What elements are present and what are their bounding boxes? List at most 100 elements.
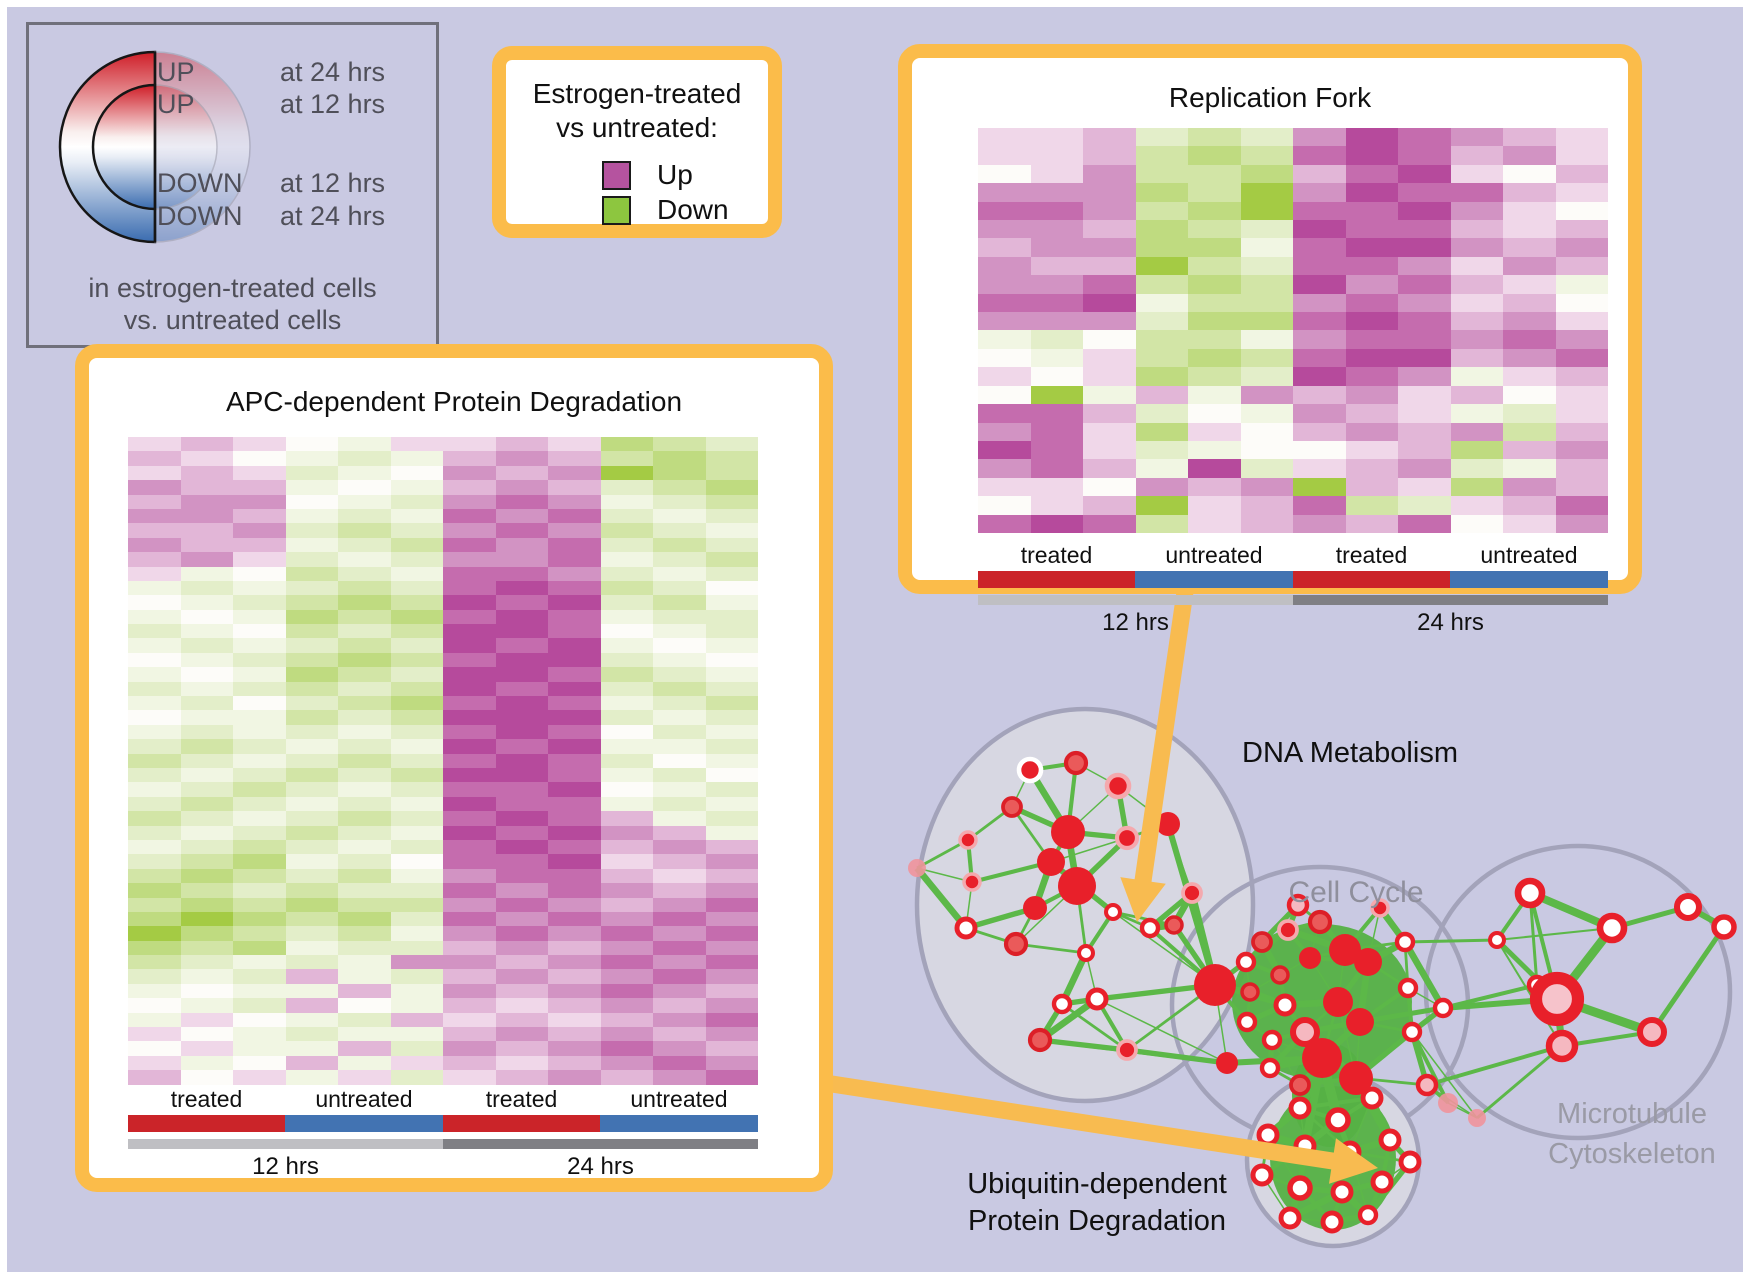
heatmap-cell: [233, 897, 286, 912]
heatmap-cell: [1345, 459, 1398, 478]
heatmap-cell: [600, 883, 653, 898]
heatmap-cell: [180, 983, 233, 999]
heatmap-cell: [600, 681, 653, 697]
heatmap-cell: [978, 514, 1031, 533]
heatmap-cell: [495, 926, 548, 941]
heatmap-cell: [1555, 275, 1608, 294]
heatmap-cell: [233, 839, 286, 855]
heatmap-cell: [653, 437, 706, 452]
network-node-c14: [1323, 987, 1353, 1017]
heatmap-cell: [548, 724, 601, 740]
heatmap-cell: [1188, 128, 1241, 147]
heatmap-cell: [600, 911, 653, 927]
heatmap-cell: [443, 1027, 496, 1042]
network-node-u7: [1378, 1128, 1402, 1152]
heatmap-cell: [978, 220, 1031, 239]
heatmap-cell: [600, 724, 653, 740]
heatmap-cell: [1450, 201, 1503, 221]
heatmap-cell: [338, 494, 391, 509]
network-node-d15: [1003, 931, 1029, 957]
heatmap-cell: [1083, 238, 1136, 257]
heatmap-cell: [233, 451, 286, 466]
heatmap-cell: [978, 201, 1031, 221]
heatmap-cell: [390, 868, 443, 884]
heatmap-cell: [653, 983, 706, 999]
heatmap-cell: [1083, 275, 1136, 294]
heatmap-cell: [128, 595, 181, 610]
heatmap-cell: [705, 753, 758, 768]
heatmap-cell: [1188, 514, 1241, 533]
heatmap-cell: [285, 911, 338, 927]
heatmap-cell: [233, 969, 286, 984]
heatmap-cell: [1135, 477, 1188, 497]
heatmap-cell: [180, 451, 233, 466]
heatmap-cell: [233, 940, 286, 956]
heatmap-cell: [1030, 238, 1083, 257]
heatmap-cell: [1135, 201, 1188, 221]
heatmap-cell: [390, 609, 443, 625]
heatmap-cell: [1083, 385, 1136, 405]
heatmap-cell: [1135, 183, 1188, 202]
heatmap-cell: [285, 854, 338, 869]
heatmap-cell: [653, 825, 706, 840]
heatmap-cell: [128, 926, 181, 941]
heatmap-cell: [653, 494, 706, 509]
heatmap-cell: [600, 969, 653, 984]
heatmap-cell: [548, 897, 601, 912]
heatmap-cell: [1240, 477, 1293, 497]
heatmap-cell: [705, 782, 758, 797]
heatmap-cell: [285, 782, 338, 797]
heatmap-cell: [653, 652, 706, 668]
heatmap-cell: [653, 667, 706, 682]
heatmap-cell: [600, 926, 653, 941]
replication-fork-panel: Replication Fork treated untreated treat…: [898, 44, 1642, 636]
heatmap-cell: [180, 1012, 233, 1028]
heatmap-cell: [1503, 385, 1556, 405]
heatmap-cell: [338, 552, 391, 567]
heatmap-cell: [285, 969, 338, 984]
cluster-label-cell-cycle: Cell Cycle: [1288, 876, 1424, 909]
heatmap-cell: [233, 883, 286, 898]
heatmap-cell: [548, 753, 601, 768]
network-node-c18: [1289, 1074, 1311, 1096]
heatmap-cell: [233, 552, 286, 567]
heatmap-cell: [180, 998, 233, 1013]
heatmap-cell: [443, 926, 496, 941]
heatmap-cell: [1293, 367, 1346, 386]
heatmap-cell: [600, 825, 653, 840]
heatmap-cell: [1555, 477, 1608, 497]
heatmap-cell: [495, 1055, 548, 1071]
heatmap-cell: [443, 998, 496, 1013]
heatmap-cell: [1503, 348, 1556, 368]
heatmap-cell: [705, 868, 758, 884]
heatmap-cell: [1555, 128, 1608, 147]
heatmap-cell: [653, 940, 706, 956]
heatmap-cell: [548, 624, 601, 639]
heatmap-cell: [600, 437, 653, 452]
heatmap-cell: [233, 437, 286, 452]
heatmap-cell: [233, 609, 286, 625]
heatmap-cell: [180, 724, 233, 740]
heatmap-cell: [233, 624, 286, 639]
panel-title-apc: APC-dependent Protein Degradation: [225, 386, 683, 417]
heatmap-cell: [600, 897, 653, 912]
cluster-circle-dna: [914, 706, 1256, 1104]
heatmap-cell: [1555, 164, 1608, 184]
heatmap-cell: [180, 552, 233, 567]
heatmap-cell: [1555, 256, 1608, 276]
heatmap-cell: [548, 883, 601, 898]
heatmap-cell: [1240, 275, 1293, 294]
heatmap-cell: [600, 811, 653, 826]
heatmap-cell: [338, 782, 391, 797]
heatmap-cell: [1240, 128, 1293, 147]
heatmap-cell: [548, 825, 601, 840]
heatmap-cell: [548, 926, 601, 941]
heatmap-cell: [1188, 367, 1241, 386]
heatmap-cell: [495, 998, 548, 1013]
network-edge: [1112, 910, 1175, 927]
heatmap-cell: [443, 782, 496, 797]
heatmap-cell: [443, 537, 496, 553]
network-node-c5: [1354, 948, 1382, 976]
heatmap-cell: [1030, 422, 1083, 441]
